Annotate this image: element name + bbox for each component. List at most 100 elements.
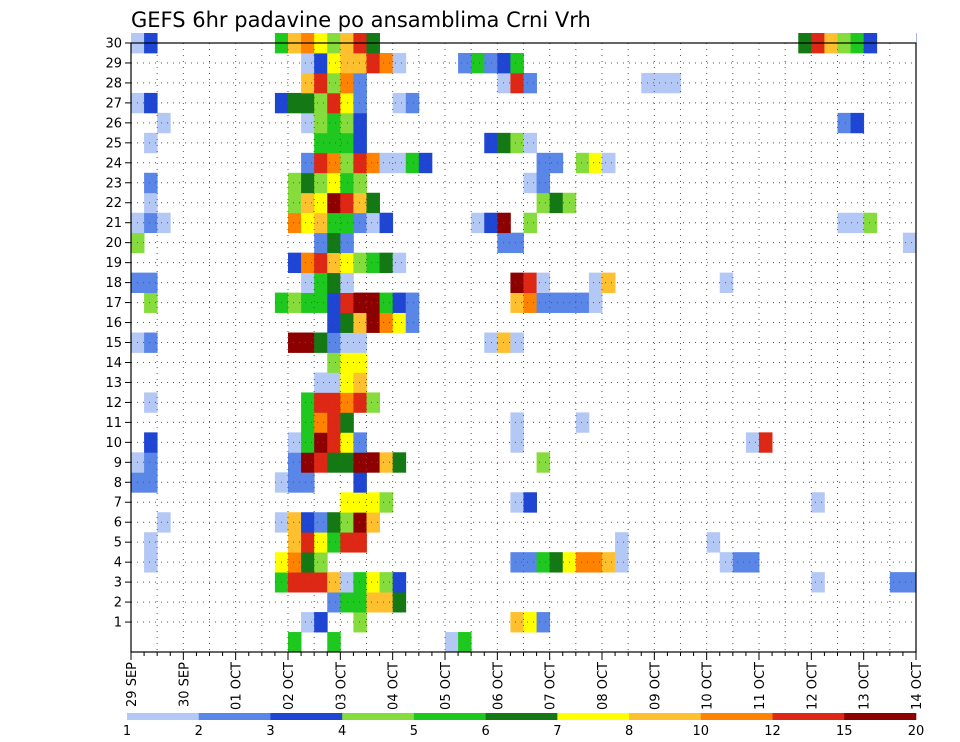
y-axis: 1234567891011121314151617181920212223242… — [105, 37, 131, 631]
heatmap-cell — [327, 252, 341, 274]
heatmap-cell — [314, 392, 328, 413]
y-tick-label: 12 — [105, 396, 122, 411]
heatmap-cell — [327, 232, 341, 254]
heatmap-cell — [288, 172, 302, 194]
heatmap-cell — [353, 572, 367, 593]
heatmap-cell — [327, 332, 341, 353]
heatmap-cell — [366, 592, 380, 613]
y-tick-label: 26 — [105, 116, 122, 131]
heatmap-cell — [144, 332, 158, 353]
heatmap-cell — [811, 492, 825, 513]
x-tick-label: 10 OCT — [701, 662, 716, 710]
y-tick-label: 7 — [114, 496, 122, 511]
heatmap-cell — [497, 52, 511, 74]
heatmap-cell — [484, 332, 498, 353]
heatmap-cell — [392, 572, 407, 593]
heatmap-cell — [366, 312, 380, 333]
heatmap-cell — [745, 552, 760, 573]
heatmap-cell — [536, 612, 551, 633]
x-tick-label: 14 OCT — [910, 662, 925, 710]
heatmap-cell — [889, 572, 904, 593]
heatmap-cell — [366, 212, 380, 234]
heatmap-cell — [301, 392, 315, 413]
heatmap-cell — [353, 172, 367, 194]
heatmap-cell — [314, 72, 328, 94]
heatmap-cell — [811, 572, 825, 593]
heatmap-cell — [510, 272, 524, 293]
heatmap-cell — [523, 492, 537, 513]
heatmap-cell — [366, 452, 380, 473]
heatmap-cell — [301, 432, 315, 453]
colorbar-level-label: 4 — [338, 724, 346, 739]
heatmap-cell — [366, 292, 380, 313]
heatmap-cell — [301, 272, 315, 293]
heatmap-cell — [536, 172, 551, 194]
y-tick-label: 19 — [105, 256, 122, 271]
heatmap-cell — [523, 552, 537, 573]
heatmap-cell — [288, 452, 302, 473]
heatmap-cell — [327, 272, 341, 293]
heatmap-cell — [144, 192, 158, 214]
heatmap-cell — [392, 92, 407, 114]
heatmap-cell — [314, 532, 328, 553]
heatmap-cell — [497, 212, 511, 234]
heatmap-cell — [523, 172, 537, 194]
heatmap-cell — [379, 52, 394, 74]
heatmap-cell — [549, 552, 564, 573]
colorbar-level-label: 20 — [908, 724, 925, 739]
heatmap-cell — [288, 512, 302, 533]
heatmap-cell — [301, 212, 315, 234]
heatmap-cell — [288, 292, 302, 313]
heatmap-cell — [353, 432, 367, 453]
heatmap-cell — [157, 512, 171, 533]
heatmap-cell — [602, 152, 616, 174]
heatmap-cell — [366, 252, 380, 274]
heatmap-cell — [314, 52, 328, 74]
colorbar-level-label: 10 — [693, 724, 710, 739]
heatmap-cell — [536, 552, 551, 573]
heatmap-cell — [510, 432, 524, 453]
heatmap-cell — [654, 72, 668, 94]
heatmap-cell — [588, 152, 603, 174]
x-tick-label: 29 SEP — [125, 662, 140, 707]
heatmap-cell — [379, 572, 394, 593]
colorbar-segment — [700, 713, 773, 720]
heatmap-cell — [575, 152, 590, 174]
heatmap-cell — [327, 432, 341, 453]
heatmap-cell — [405, 152, 420, 174]
heatmap-cell — [327, 592, 341, 613]
x-tick-label: 12 OCT — [805, 662, 820, 710]
y-tick-label: 16 — [105, 316, 122, 331]
gridlines — [130, 42, 917, 653]
heatmap-cell — [327, 92, 341, 114]
heatmap-cell — [379, 292, 394, 313]
heatmap-cell — [353, 192, 367, 214]
heatmap-cell — [392, 452, 407, 473]
heatmap-cell — [327, 112, 341, 134]
colorbar-level-label: 6 — [481, 724, 489, 739]
x-tick-label: 13 OCT — [858, 662, 873, 710]
colorbar-segment — [270, 713, 343, 720]
heatmap-cell — [549, 152, 564, 174]
heatmap-cell — [144, 132, 158, 154]
heatmap-cell — [523, 272, 537, 293]
heatmap-cell — [314, 172, 328, 194]
heatmap-cell — [301, 612, 315, 633]
x-tick-label: 06 OCT — [491, 662, 506, 710]
colorbar-level-label: 7 — [553, 724, 561, 739]
heatmap-cell — [144, 272, 158, 293]
heatmap-cell — [392, 152, 407, 174]
heatmap-cell — [602, 552, 616, 573]
heatmap-cell — [327, 152, 341, 174]
heatmap-cell — [288, 332, 302, 353]
heatmap-cell — [366, 192, 380, 214]
heatmap-cell — [837, 112, 851, 134]
colorbar-level-label: 2 — [195, 724, 203, 739]
heatmap-cell — [327, 192, 341, 214]
heatmap-cell — [301, 412, 315, 433]
heatmap-cell — [353, 372, 367, 393]
colorbar-level-label: 3 — [266, 724, 274, 739]
heatmap-cell — [523, 212, 537, 234]
heatmap-cell — [615, 532, 629, 553]
heatmap-cell — [301, 192, 315, 214]
